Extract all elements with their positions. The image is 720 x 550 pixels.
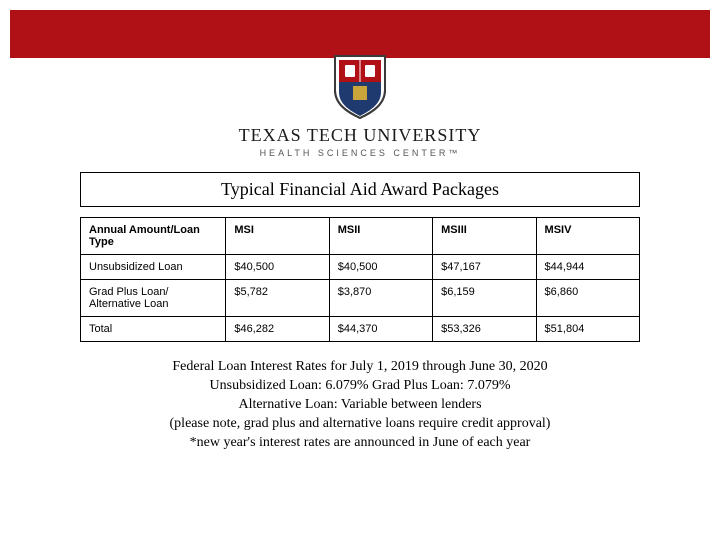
note-line: Federal Loan Interest Rates for July 1, … — [70, 358, 650, 377]
cell-value: $44,944 — [536, 255, 639, 280]
header-red-bar — [10, 10, 710, 58]
university-shield-icon — [331, 52, 389, 120]
col-header: MSIII — [433, 218, 536, 255]
financial-aid-table-wrapper: Annual Amount/Loan Type MSI MSII MSIII M… — [80, 217, 640, 342]
cell-value: $51,804 — [536, 317, 639, 342]
cell-label: Grad Plus Loan/ Alternative Loan — [81, 280, 226, 317]
cell-value: $5,782 — [226, 280, 329, 317]
section-title: Typical Financial Aid Award Packages — [80, 172, 640, 207]
table-row: Total $46,282 $44,370 $53,326 $51,804 — [81, 317, 640, 342]
cell-value: $53,326 — [433, 317, 536, 342]
note-line: Unsubsidized Loan: 6.079% Grad Plus Loan… — [70, 377, 650, 396]
cell-value: $6,159 — [433, 280, 536, 317]
university-subtitle: HEALTH SCIENCES CENTER™ — [0, 148, 720, 158]
cell-value: $6,860 — [536, 280, 639, 317]
note-line: (please note, grad plus and alternative … — [70, 415, 650, 434]
col-header: Annual Amount/Loan Type — [81, 218, 226, 255]
university-name: TEXAS TECH UNIVERSITY — [0, 125, 720, 146]
cell-value: $40,500 — [226, 255, 329, 280]
cell-value: $3,870 — [329, 280, 432, 317]
col-header: MSI — [226, 218, 329, 255]
table-header-row: Annual Amount/Loan Type MSI MSII MSIII M… — [81, 218, 640, 255]
cell-label: Unsubsidized Loan — [81, 255, 226, 280]
cell-value: $40,500 — [329, 255, 432, 280]
cell-value: $46,282 — [226, 317, 329, 342]
logo-block: TEXAS TECH UNIVERSITY HEALTH SCIENCES CE… — [0, 52, 720, 158]
col-header: MSII — [329, 218, 432, 255]
note-line: Alternative Loan: Variable between lende… — [70, 396, 650, 415]
cell-value: $47,167 — [433, 255, 536, 280]
footer-notes: Federal Loan Interest Rates for July 1, … — [70, 358, 650, 452]
cell-label: Total — [81, 317, 226, 342]
table-row: Unsubsidized Loan $40,500 $40,500 $47,16… — [81, 255, 640, 280]
note-line: *new year's interest rates are announced… — [70, 434, 650, 453]
financial-aid-table: Annual Amount/Loan Type MSI MSII MSIII M… — [80, 217, 640, 342]
col-header: MSIV — [536, 218, 639, 255]
table-row: Grad Plus Loan/ Alternative Loan $5,782 … — [81, 280, 640, 317]
cell-value: $44,370 — [329, 317, 432, 342]
